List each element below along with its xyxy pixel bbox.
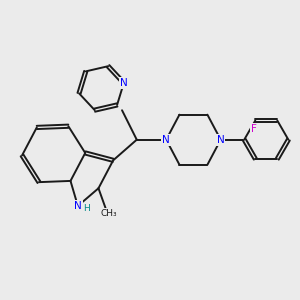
Text: CH₃: CH₃ bbox=[100, 209, 117, 218]
Text: N: N bbox=[74, 201, 82, 211]
Text: H: H bbox=[83, 204, 89, 213]
Text: N: N bbox=[120, 78, 128, 88]
Text: N: N bbox=[162, 135, 170, 145]
Text: F: F bbox=[251, 124, 257, 134]
Text: N: N bbox=[217, 135, 224, 145]
